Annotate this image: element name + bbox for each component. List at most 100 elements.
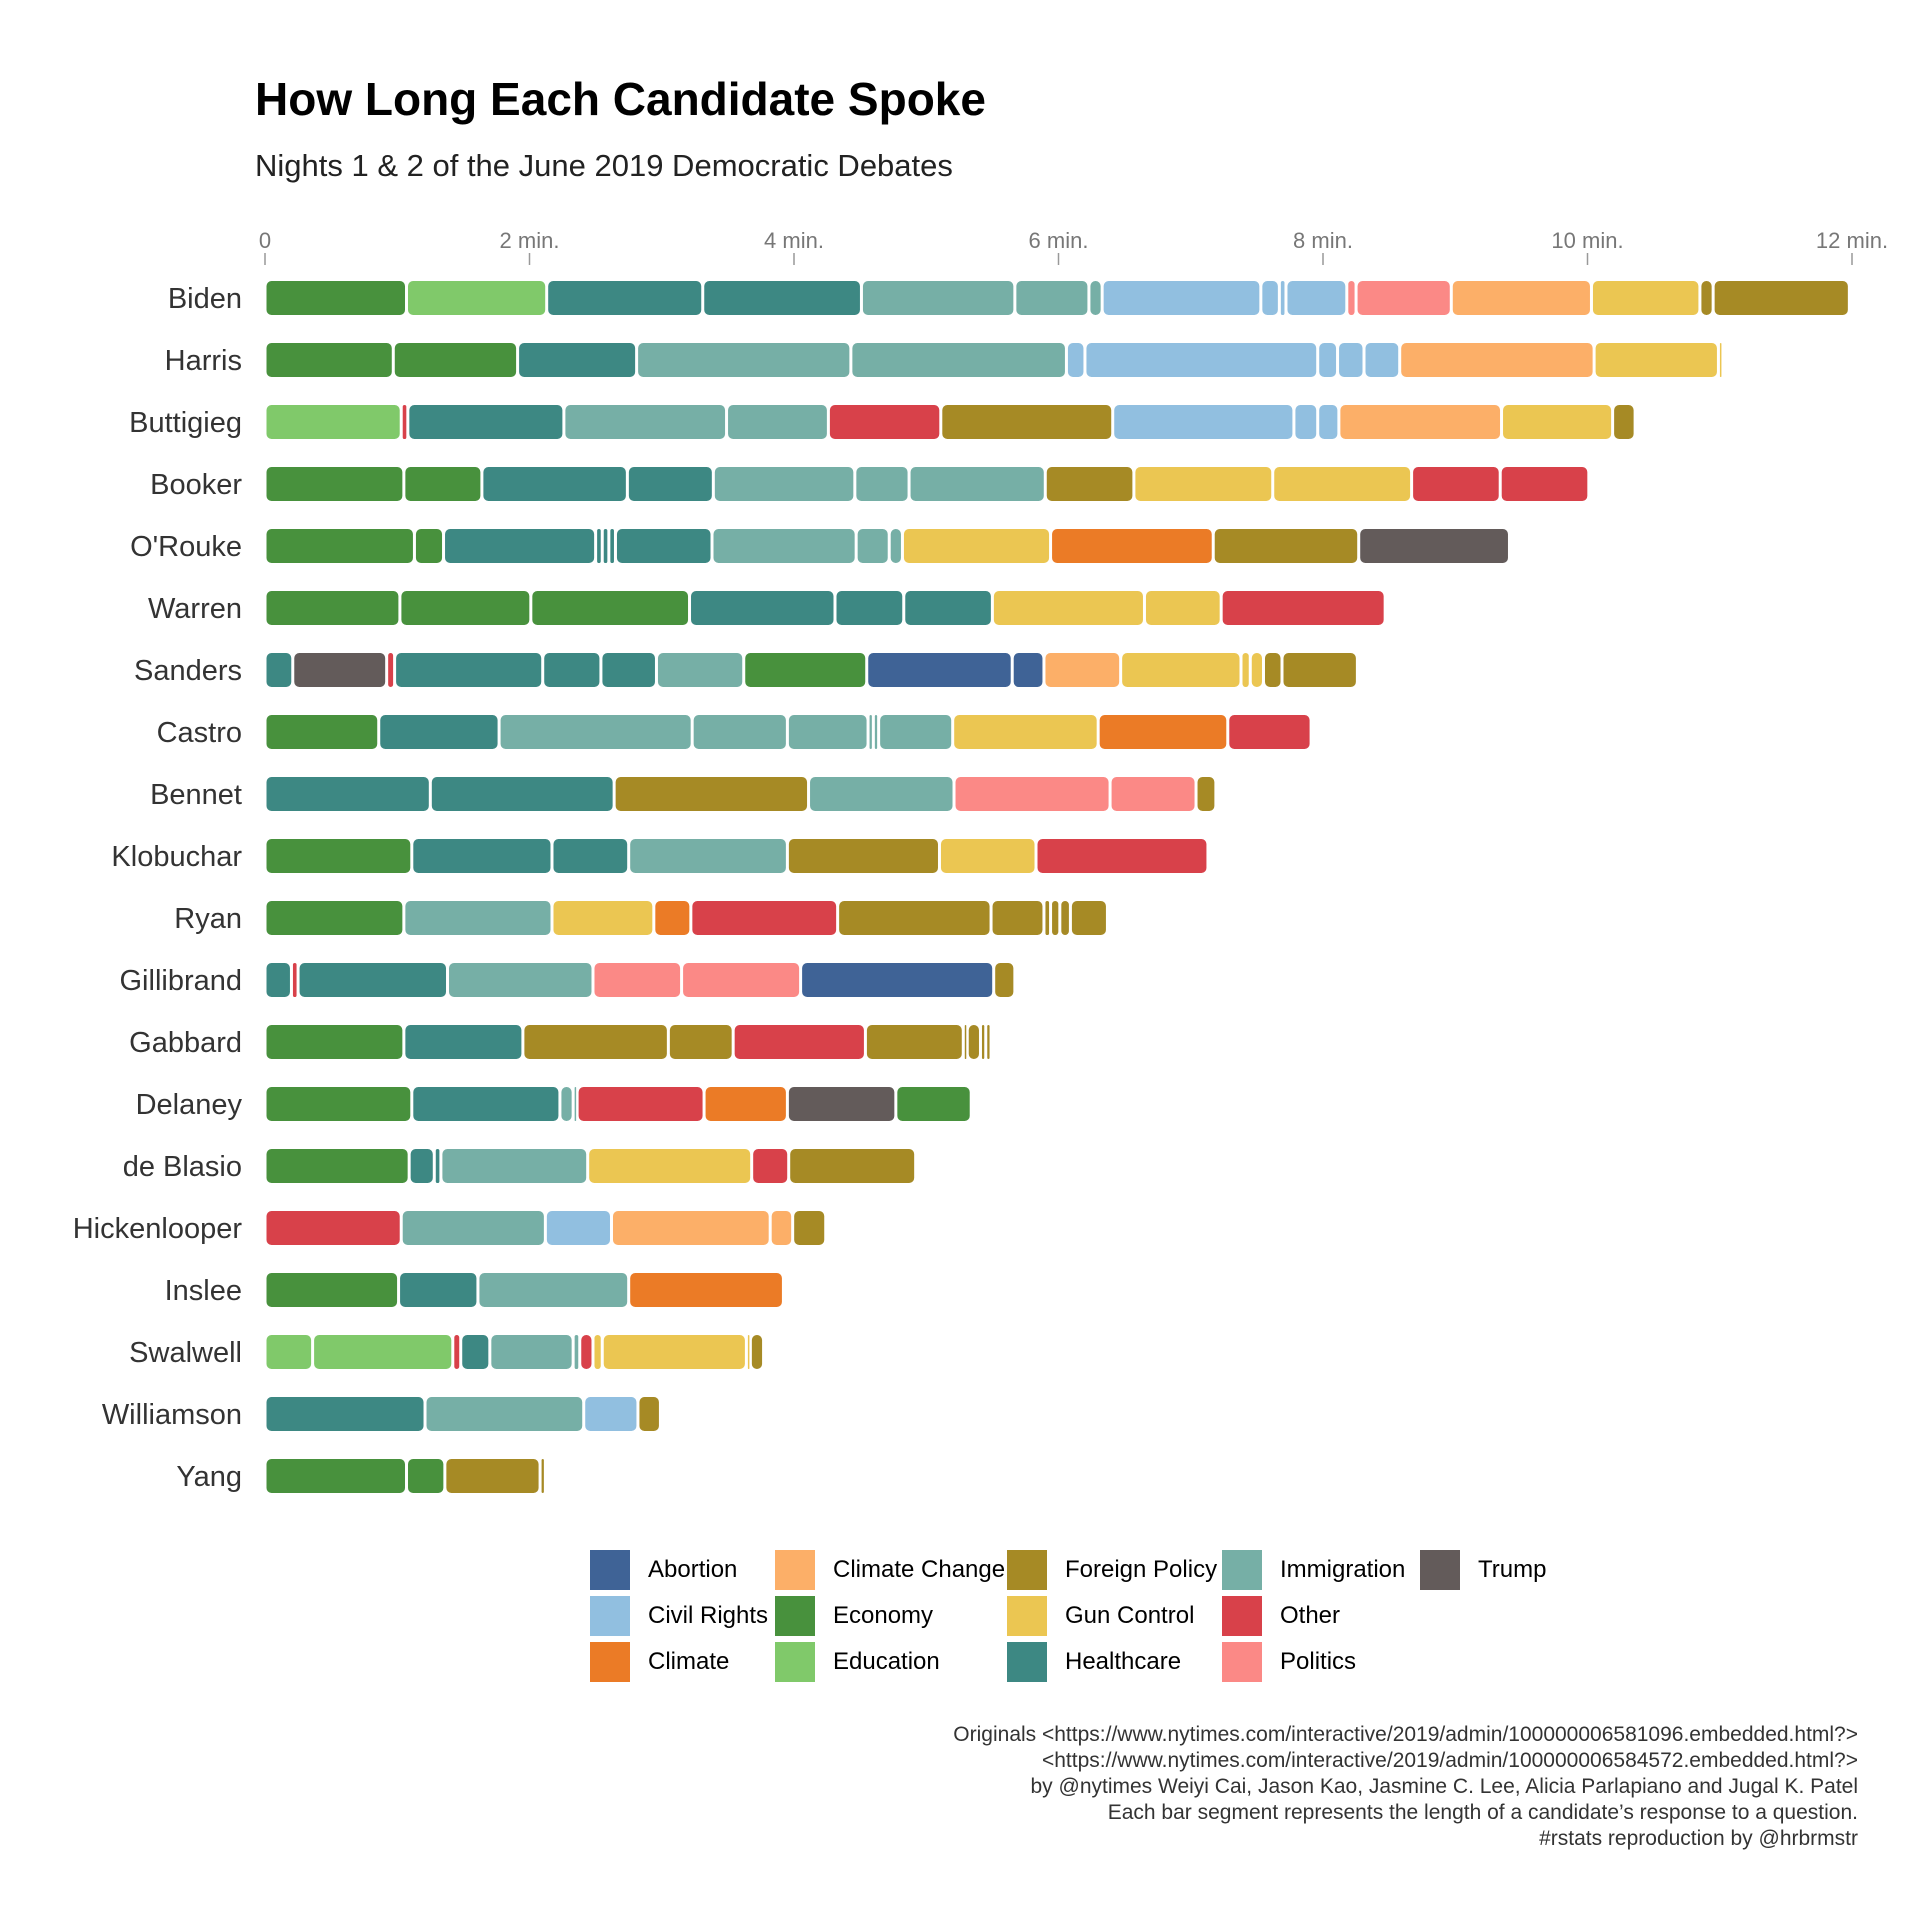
- bar-segment: [266, 1397, 424, 1431]
- bar-segment: [1714, 281, 1848, 315]
- bar-segment: [857, 529, 888, 563]
- bar-segment: [905, 591, 991, 625]
- bar-segment: [1013, 653, 1043, 687]
- x-tick-label: 2 min.: [500, 228, 560, 253]
- bar-segment: [603, 1335, 745, 1369]
- bar-segment: [413, 839, 551, 873]
- bar-segment: [553, 839, 628, 873]
- x-tick-label: 4 min.: [764, 228, 824, 253]
- bar-segment: [810, 777, 953, 811]
- caption: Originals <https://www.nytimes.com/inter…: [953, 1722, 1858, 1852]
- candidate-label: O'Rouke: [130, 531, 242, 563]
- candidate-label: de Blasio: [123, 1151, 242, 1183]
- legend-item: Civil Rights: [590, 1596, 768, 1636]
- bar-segment: [1242, 653, 1249, 687]
- bar-row: [266, 1335, 763, 1369]
- bar-row: [266, 343, 1722, 377]
- bar-segment: [1501, 467, 1588, 501]
- legend-label: Politics: [1280, 1648, 1357, 1675]
- bar-segment: [1413, 467, 1499, 501]
- bar-segment: [1348, 281, 1355, 315]
- legend-item: Abortion: [590, 1550, 737, 1590]
- bar-segment: [266, 1149, 408, 1183]
- x-tick-label: 8 min.: [1293, 228, 1353, 253]
- bar-segment: [705, 1087, 786, 1121]
- bar-segment: [1357, 281, 1450, 315]
- bar-segment: [1067, 343, 1084, 377]
- candidate-label: Hickenlooper: [73, 1213, 243, 1245]
- chart-title: How Long Each Candidate Spoke: [255, 73, 986, 125]
- candidate-label: Booker: [150, 469, 242, 501]
- legend-swatch: [1007, 1642, 1047, 1682]
- bar-segment: [314, 1335, 452, 1369]
- bar-row: [266, 591, 1384, 625]
- bar-segment: [491, 1335, 572, 1369]
- bar-segment: [1145, 591, 1220, 625]
- bar-segment: [713, 529, 855, 563]
- bar-segment: [897, 1087, 970, 1121]
- bar-segment: [728, 405, 827, 439]
- bar-segment: [1045, 901, 1050, 935]
- bar-segment: [788, 715, 867, 749]
- bar-segment: [1135, 467, 1272, 501]
- bar-segment: [794, 1211, 825, 1245]
- bar-segment: [266, 1087, 411, 1121]
- bar-segment: [714, 467, 854, 501]
- candidate-label: Harris: [165, 345, 242, 377]
- legend-label: Foreign Policy: [1065, 1556, 1218, 1583]
- candidate-label: Sanders: [134, 655, 242, 687]
- bar-row: [266, 653, 1356, 687]
- legend-item: Healthcare: [1007, 1642, 1181, 1682]
- bar-segment: [753, 1149, 788, 1183]
- bar-segment: [396, 653, 542, 687]
- bar-segment: [839, 901, 990, 935]
- bar-segment: [266, 1335, 312, 1369]
- bar-segment: [462, 1335, 489, 1369]
- bar-segment: [862, 281, 1014, 315]
- bar-segment: [655, 901, 690, 935]
- bar-segment: [405, 901, 551, 935]
- candidate-label: Yang: [176, 1461, 242, 1493]
- bar-segment: [1295, 405, 1317, 439]
- bar-segment: [585, 1397, 637, 1431]
- bar-segment: [266, 529, 413, 563]
- bar-row: [266, 1273, 782, 1307]
- legend: Abortion Civil Rights Climate Climate Chang…: [590, 1550, 1590, 1700]
- bar-segment: [993, 591, 1143, 625]
- x-tick-label: 10 min.: [1551, 228, 1623, 253]
- bar-segment: [1222, 591, 1384, 625]
- legend-item: Politics: [1222, 1642, 1356, 1682]
- legend-item: Gun Control: [1007, 1596, 1194, 1636]
- bar-row: [266, 1397, 659, 1431]
- bar-segment: [692, 901, 837, 935]
- bar-segment: [415, 529, 443, 563]
- bar-segment: [294, 653, 386, 687]
- bar-segment: [408, 1459, 444, 1493]
- bar-segment: [532, 591, 689, 625]
- bar-row: [266, 715, 1310, 749]
- bar-segment: [408, 281, 546, 315]
- caption-line: <https://www.nytimes.com/interactive/201…: [1041, 1749, 1858, 1772]
- bar-segment: [479, 1273, 628, 1307]
- bar-segment: [435, 1149, 440, 1183]
- bar-segment: [1401, 343, 1593, 377]
- bar-row: [266, 901, 1106, 935]
- bar-segment: [852, 343, 1065, 377]
- bar-segment: [266, 343, 392, 377]
- bar-segment: [449, 963, 592, 997]
- bar-segment: [266, 901, 403, 935]
- bar-row: [266, 1025, 990, 1059]
- bar-segment: [1283, 653, 1356, 687]
- bar-segment: [1503, 405, 1612, 439]
- bar-segment: [541, 1459, 544, 1493]
- bar-segment: [266, 777, 429, 811]
- bar-row: [266, 467, 1588, 501]
- bar-segment: [628, 467, 712, 501]
- candidate-label: Bennet: [150, 779, 242, 811]
- bar-segment: [394, 343, 517, 377]
- bar-segment: [1319, 405, 1338, 439]
- bar-row: [266, 1149, 915, 1183]
- chart-subtitle: Nights 1 & 2 of the June 2019 Democratic…: [255, 148, 953, 183]
- bar-segment: [616, 529, 711, 563]
- bar-segment: [574, 1335, 579, 1369]
